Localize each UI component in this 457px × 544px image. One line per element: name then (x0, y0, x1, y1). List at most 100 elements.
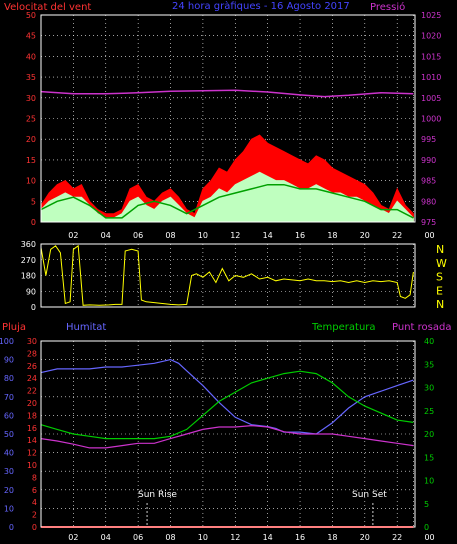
compass-label: S (436, 271, 443, 284)
rain-tick-label: 2 (32, 511, 37, 520)
wind-tick-label: 50 (26, 11, 36, 20)
rain-tick-label: 12 (27, 449, 37, 458)
bottom-x-tick-label: 00 (424, 533, 434, 542)
top-x-tick-label: 00 (424, 231, 434, 240)
rain-tick-label: 22 (27, 387, 37, 396)
average-wind-line (40, 183, 414, 219)
top-x-tick-label: 16 (295, 231, 305, 240)
bottom-x-tick-label: 20 (360, 533, 370, 542)
rain-tick-label: 16 (27, 424, 37, 433)
rain-tick-label: 8 (32, 473, 37, 482)
rain-tick-label: 20 (27, 399, 37, 408)
pressure-tick-label: 1015 (421, 52, 441, 61)
rain-tick-label: 26 (27, 362, 37, 371)
humidity-tick-label: 30 (4, 467, 14, 476)
humidity-tick-label: 50 (4, 430, 14, 439)
rain-tick-label: 24 (27, 374, 37, 383)
wind-tick-label: 10 (26, 177, 36, 186)
top-x-tick-label: 04 (101, 231, 111, 240)
humidity-tick-label: 70 (4, 393, 14, 402)
temperature-tick-label: 5 (424, 500, 429, 509)
pressure-tick-label: 1025 (421, 11, 441, 20)
temperature-line (40, 370, 414, 440)
wind-tick-label: 45 (26, 32, 36, 41)
top-x-tick-label: 20 (360, 231, 370, 240)
pressure-tick-label: 995 (421, 135, 436, 144)
bottom-x-tick-label: 08 (165, 533, 175, 542)
compass-label: E (436, 284, 443, 297)
temperature-tick-label: 0 (424, 523, 429, 532)
pressure-tick-label: 990 (421, 156, 436, 165)
pressure-tick-label: 1000 (421, 115, 441, 124)
rain-tick-label: 18 (27, 411, 37, 420)
compass-label: N (436, 298, 444, 311)
legend-dewpoint: Punt rosada (392, 322, 451, 333)
pressure-tick-label: 1020 (421, 32, 441, 41)
temperature-tick-label: 10 (424, 477, 434, 486)
bottom-x-tick-label: 02 (68, 533, 78, 542)
sun-set-label: Sun Set (352, 490, 387, 500)
humidity-line (40, 358, 414, 435)
wind-tick-label: 40 (26, 52, 36, 61)
wind-tick-label: 0 (31, 218, 36, 227)
top-x-tick-label: 06 (133, 231, 143, 240)
direction-tick-label: 180 (21, 272, 36, 281)
bottom-x-tick-label: 14 (263, 533, 273, 542)
rain-tick-label: 14 (27, 436, 37, 445)
direction-tick-label: 360 (21, 240, 36, 249)
wind-tick-label: 20 (26, 135, 36, 144)
bottom-x-tick-label: 06 (133, 533, 143, 542)
bottom-x-tick-label: 18 (327, 533, 337, 542)
temperature-tick-label: 20 (424, 430, 434, 439)
top-x-tick-label: 12 (230, 231, 240, 240)
bottom-x-tick-label: 12 (230, 533, 240, 542)
top-x-tick-label: 10 (198, 231, 208, 240)
top-x-tick-label: 02 (68, 231, 78, 240)
compass-label: W (436, 257, 447, 270)
top-x-tick-label: 22 (392, 231, 402, 240)
wind-speed-axis-label: Velocitat del vent (4, 2, 91, 13)
wind-tick-label: 35 (26, 73, 36, 82)
rain-tick-label: 4 (32, 498, 37, 507)
direction-tick-label: 270 (21, 256, 36, 265)
rain-tick-label: 30 (27, 337, 37, 346)
bottom-x-tick-label: 16 (295, 533, 305, 542)
direction-tick-label: 90 (26, 287, 36, 296)
pressure-line (40, 89, 414, 98)
bottom-x-tick-label: 10 (198, 533, 208, 542)
humidity-tick-label: 80 (4, 374, 14, 383)
humidity-tick-label: 20 (4, 486, 14, 495)
top-x-tick-label: 08 (165, 231, 175, 240)
bottom-x-tick-label: 04 (101, 533, 111, 542)
top-x-tick-label: 14 (263, 231, 273, 240)
rain-tick-label: 0 (32, 523, 37, 532)
compass-label: N (436, 243, 444, 256)
sun-rise-label: Sun Rise (138, 490, 177, 500)
middle-panel-frame (40, 243, 416, 308)
rain-tick-label: 10 (27, 461, 37, 470)
bottom-panel-frame (40, 340, 416, 528)
humidity-tick-label: 60 (4, 411, 14, 420)
wind-direction-line (40, 244, 414, 306)
temperature-tick-label: 35 (424, 360, 434, 369)
temperature-tick-label: 25 (424, 407, 434, 416)
direction-tick-label: 0 (31, 303, 36, 312)
wind-tick-label: 30 (26, 94, 36, 103)
dewpoint-line (40, 424, 414, 449)
humidity-tick-label: 100 (0, 337, 14, 346)
humidity-tick-label: 10 (4, 504, 14, 513)
temperature-tick-label: 15 (424, 453, 434, 462)
rain-tick-label: 6 (32, 486, 37, 495)
pressure-tick-label: 1010 (421, 73, 441, 82)
wind-tick-label: 25 (26, 115, 36, 124)
temperature-tick-label: 40 (424, 337, 434, 346)
rain-tick-label: 28 (27, 349, 37, 358)
wind-tick-label: 5 (31, 197, 36, 206)
legend-humidity: Humitat (66, 322, 106, 333)
legend-rain: Pluja (2, 322, 26, 333)
chart-title: 24 hora gràfiques - 16 Agosto 2017 (172, 0, 350, 12)
top-x-tick-label: 18 (327, 231, 337, 240)
top-panel-frame (40, 14, 416, 223)
